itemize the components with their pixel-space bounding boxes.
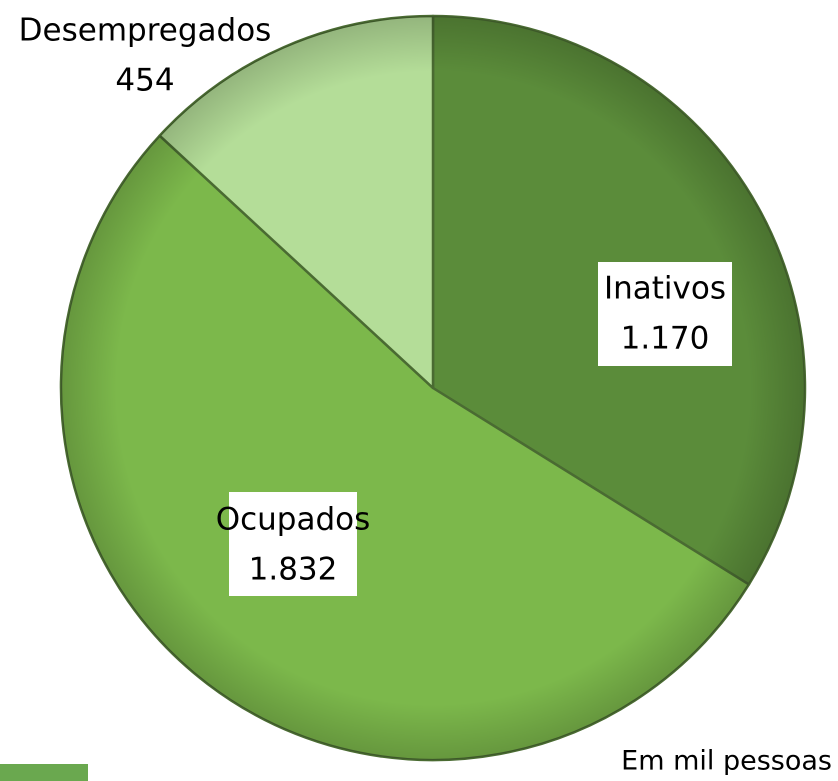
page-badge: [0, 764, 88, 781]
label-box: [229, 492, 357, 596]
slices: [59, 14, 807, 762]
labels: Inativos 1.170 Ocupados 1.832 Desempregados 4…: [19, 13, 732, 596]
slice-value: 1.170: [621, 321, 710, 357]
label-box: [598, 262, 732, 366]
slice-value: 1.832: [249, 552, 338, 588]
slice-label: Inativos: [604, 271, 726, 307]
slice-label: Desempregados: [19, 13, 272, 49]
slice-label: Ocupados: [216, 502, 371, 538]
slice-value: 454: [115, 63, 174, 99]
annotation: Em mil pessoas: [621, 746, 832, 777]
